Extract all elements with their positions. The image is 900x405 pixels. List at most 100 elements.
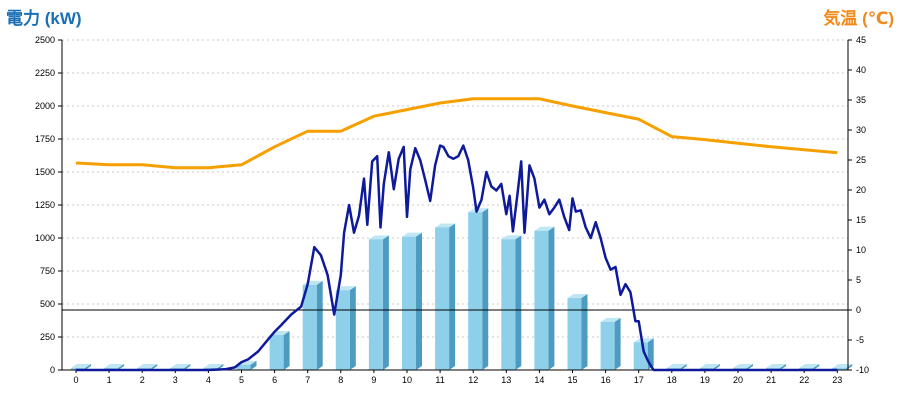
bar-top <box>104 364 125 369</box>
bar-side <box>283 331 290 370</box>
bar-side <box>449 223 456 370</box>
x-tick-label: 0 <box>73 375 78 385</box>
right-tick-label: 20 <box>856 185 866 195</box>
bar-top <box>666 364 687 369</box>
left-tick-label: 2000 <box>35 101 55 111</box>
bar-top <box>832 364 853 369</box>
bar <box>435 227 450 370</box>
left-tick-label: 2500 <box>35 35 55 45</box>
left-tick-label: 1250 <box>35 200 55 210</box>
bar-top <box>534 226 555 231</box>
bar <box>368 239 383 370</box>
right-tick-label: 40 <box>856 65 866 75</box>
x-tick-label: 15 <box>567 375 577 385</box>
x-tick-label: 8 <box>338 375 343 385</box>
bar-top <box>766 364 787 369</box>
left-tick-label: 500 <box>40 299 55 309</box>
bar <box>335 290 350 370</box>
x-tick-label: 13 <box>501 375 511 385</box>
bar <box>600 321 615 370</box>
bar-top <box>633 338 654 343</box>
left-axis-title: 電力 (kW) <box>6 9 82 28</box>
right-tick-label: 45 <box>856 35 866 45</box>
right-tick-label: 30 <box>856 125 866 135</box>
right-tick-label: 25 <box>856 155 866 165</box>
right-tick-label: -10 <box>856 365 869 375</box>
right-axis-title: 気温 (℃) <box>823 9 894 28</box>
x-tick-label: 4 <box>206 375 211 385</box>
left-tick-label: 1000 <box>35 233 55 243</box>
bar-side <box>416 232 422 370</box>
bar <box>832 368 847 370</box>
bar-top <box>170 364 191 369</box>
x-tick-label: 11 <box>435 375 444 385</box>
bar-side <box>382 235 389 370</box>
bar-side <box>515 235 522 370</box>
left-tick-label: 1750 <box>35 134 55 144</box>
bar-top <box>600 317 621 322</box>
bar-side <box>747 364 753 370</box>
bar-side <box>85 364 91 370</box>
x-tick-label: 14 <box>534 375 544 385</box>
bar-side <box>813 364 820 370</box>
x-tick-label: 5 <box>239 375 244 385</box>
bar-side <box>614 317 621 370</box>
bar-side <box>548 226 555 370</box>
bar-side <box>349 286 356 370</box>
right-tick-label: 35 <box>856 95 866 105</box>
bar <box>534 230 549 370</box>
bar-top <box>368 235 389 240</box>
bar-side <box>151 364 158 370</box>
bar-side <box>118 364 125 370</box>
bar-top <box>137 364 158 369</box>
x-tick-label: 20 <box>733 375 743 385</box>
bar-side <box>713 364 720 370</box>
bar <box>269 335 284 370</box>
x-tick-label: 7 <box>305 375 310 385</box>
x-tick-label: 12 <box>468 375 478 385</box>
x-tick-label: 1 <box>107 375 112 385</box>
right-tick-label: 5 <box>856 275 861 285</box>
right-tick-label: -5 <box>856 335 864 345</box>
bar-top <box>203 364 224 369</box>
x-tick-label: 9 <box>371 375 376 385</box>
bar <box>501 239 516 370</box>
left-tick-label: 750 <box>40 266 55 276</box>
bar-side <box>780 364 787 370</box>
bar-top <box>335 286 356 291</box>
left-tick-label: 1500 <box>35 167 55 177</box>
x-tick-label: 16 <box>601 375 611 385</box>
bar-side <box>581 294 588 370</box>
bar-top <box>699 364 720 369</box>
x-tick-label: 18 <box>667 375 677 385</box>
bar <box>468 212 483 370</box>
power-line <box>76 144 838 372</box>
right-tick-label: 15 <box>856 215 866 225</box>
x-tick-label: 22 <box>799 375 809 385</box>
bar-side <box>680 364 687 370</box>
bar <box>402 236 416 370</box>
x-tick-label: 17 <box>634 375 644 385</box>
left-tick-label: 0 <box>50 365 55 375</box>
bar <box>567 298 582 370</box>
bar <box>302 284 317 370</box>
temperature-line <box>75 97 838 170</box>
x-tick-label: 6 <box>272 375 277 385</box>
bar-top <box>733 364 753 369</box>
bar-top <box>799 364 820 369</box>
x-tick-label: 19 <box>700 375 710 385</box>
x-tick-label: 3 <box>173 375 178 385</box>
bar-top <box>435 223 456 228</box>
bar-top <box>501 235 522 240</box>
bar-top <box>402 232 422 237</box>
x-tick-label: 10 <box>402 375 412 385</box>
bar-side <box>250 360 257 370</box>
bar-side <box>184 364 191 370</box>
x-tick-label: 23 <box>832 375 842 385</box>
bar-side <box>482 208 489 370</box>
bar-side <box>316 280 323 370</box>
right-tick-label: 0 <box>856 305 861 315</box>
left-tick-label: 250 <box>40 332 55 342</box>
bar <box>236 364 251 370</box>
